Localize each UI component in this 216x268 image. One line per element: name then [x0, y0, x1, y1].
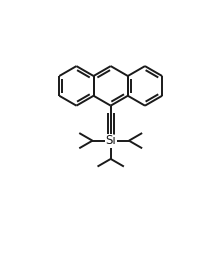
Text: Si: Si	[105, 134, 116, 147]
